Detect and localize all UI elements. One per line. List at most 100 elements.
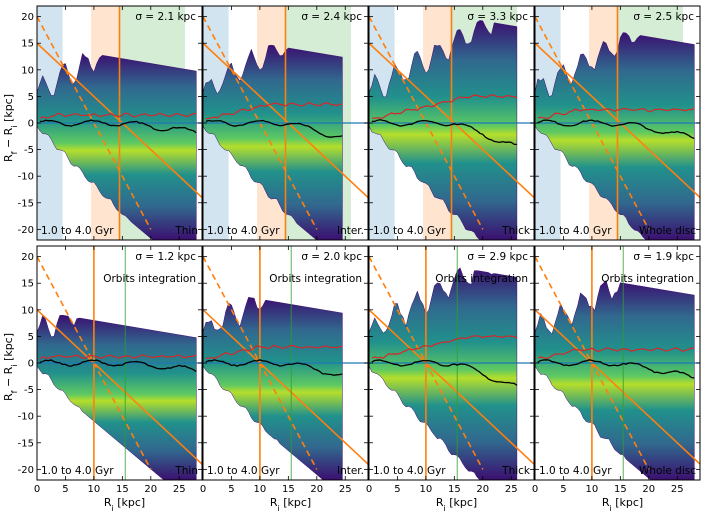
population-label: Inter. <box>337 465 364 477</box>
x-tick-label: 15 <box>614 484 627 495</box>
x-tick-label: 5 <box>394 484 400 495</box>
dispersion-curve <box>39 112 197 119</box>
population-label: Inter. <box>337 225 364 237</box>
sigma-label: σ = 2.4 kpc <box>301 11 362 23</box>
y-tick-label: -10 <box>18 412 34 423</box>
mean-curve <box>537 359 695 379</box>
x-axis-label: Ri [kpc] <box>436 496 477 513</box>
population-label: Whole disc <box>639 225 696 237</box>
panel-top-thin: -20 -15 -10 -5 0 5 10 15 20 σ = 2.1 kpc 1.0 to 4.0… <box>18 5 203 241</box>
sigma-label: σ = 2.1 kpc <box>135 11 196 23</box>
y-tick-label: -15 <box>18 198 34 209</box>
x-tick-label: 25 <box>505 484 518 495</box>
x-tick-label: 20 <box>310 484 323 495</box>
dispersion-curve <box>39 354 197 360</box>
x-tick-label: 0 <box>200 484 206 495</box>
y-tick-label: -20 <box>18 465 34 476</box>
x-tick-label: 20 <box>642 484 655 495</box>
sigma-label: σ = 2.0 kpc <box>301 251 362 263</box>
dispersion-curve <box>205 101 343 120</box>
age-range-label: 1.0 to 4.0 Gyr <box>41 225 114 237</box>
x-tick-label: 5 <box>228 484 234 495</box>
mean-curve <box>371 359 518 386</box>
x-tick-label: 10 <box>420 484 433 495</box>
panel-bottom-inter-: 0 5 10 15 20 25 σ = 2.0 kpc 1.0 to 4.0 Gyr Inter… <box>200 245 369 513</box>
x-tick-label: 5 <box>560 484 566 495</box>
population-label: Whole disc <box>639 465 696 477</box>
bound-line-solid <box>369 309 534 465</box>
y-tick-label: -20 <box>18 225 34 236</box>
dispersion-curve <box>371 334 518 359</box>
mean-curve <box>205 119 343 138</box>
y-tick-label: 15 <box>21 39 34 50</box>
x-tick-label: 0 <box>34 484 40 495</box>
panel-top-thick: σ = 3.3 kpc 1.0 to 4.0 Gyr Thick <box>368 5 535 241</box>
y-tick-label: 0 <box>28 359 34 370</box>
dispersion-curve <box>537 107 695 119</box>
y-axis-label-bottom: Rf − Ri [kpc] <box>2 333 19 401</box>
sigma-label: σ = 2.5 kpc <box>633 11 694 23</box>
density-map <box>369 20 518 240</box>
panel-bottom-thick: 0 5 10 15 20 25 σ = 2.9 kpc 1.0 to 4.0 Gyr Thick… <box>366 245 535 513</box>
population-label: Thick <box>501 465 531 477</box>
x-tick-label: 25 <box>671 484 684 495</box>
mean-curve <box>371 119 517 146</box>
density-map <box>535 32 695 240</box>
x-tick-label: 10 <box>254 484 267 495</box>
sigma-label: σ = 1.9 kpc <box>633 251 694 263</box>
sigma-label: σ = 1.2 kpc <box>135 251 196 263</box>
y-tick-label: 10 <box>21 305 34 316</box>
population-label: Thin <box>174 225 198 237</box>
y-tick-label: 5 <box>28 332 34 343</box>
density-map <box>369 267 518 480</box>
density-map <box>535 279 695 480</box>
dispersion-curve <box>371 94 518 119</box>
panel-bottom-thin: -20 -15 -10 -5 0 5 10 15 20 0 5 10 15 20 25 σ = 1.2 kpc… <box>18 245 203 513</box>
x-tick-label: 15 <box>282 484 295 495</box>
orbits-label: Orbits integration <box>269 273 362 285</box>
x-axis-label: Ri [kpc] <box>270 496 311 513</box>
age-range-label: 1.0 to 4.0 Gyr <box>373 465 446 477</box>
density-map <box>203 296 343 480</box>
y-tick-label: 20 <box>21 12 34 23</box>
mean-curve <box>39 119 197 134</box>
y-tick-label: 10 <box>21 65 34 76</box>
sigma-label: σ = 3.3 kpc <box>467 11 528 23</box>
age-range-label: 1.0 to 4.0 Gyr <box>539 225 612 237</box>
bound-line-solid <box>37 309 202 465</box>
dispersion-curve <box>205 344 343 359</box>
dispersion-curve <box>537 347 695 359</box>
age-range-label: 1.0 to 4.0 Gyr <box>41 465 114 477</box>
x-tick-label: 15 <box>448 484 461 495</box>
x-tick-label: 20 <box>476 484 489 495</box>
y-tick-label: 0 <box>28 119 34 130</box>
panel-top-inter-: σ = 2.4 kpc 1.0 to 4.0 Gyr Inter. <box>202 5 369 241</box>
y-tick-label: 15 <box>21 279 34 290</box>
age-range-label: 1.0 to 4.0 Gyr <box>539 465 612 477</box>
population-label: Thick <box>501 225 531 237</box>
x-tick-label: 25 <box>339 484 352 495</box>
x-tick-label: 10 <box>88 484 101 495</box>
density-map <box>203 44 343 240</box>
x-axis-label: Ri [kpc] <box>104 496 145 513</box>
age-range-label: 1.0 to 4.0 Gyr <box>373 225 446 237</box>
sigma-label: σ = 2.9 kpc <box>467 251 528 263</box>
density-map <box>37 314 197 480</box>
panel-bottom-whole-disc: 0 5 10 15 20 25 σ = 1.9 kpc 1.0 to 4.0 Gyr Whole… <box>532 245 701 513</box>
density-map <box>37 52 197 240</box>
x-tick-label: 15 <box>116 484 129 495</box>
y-axis-label-top: Rf − Ri [kpc] <box>2 94 19 162</box>
y-tick-label: -10 <box>18 172 34 183</box>
x-tick-label: 5 <box>62 484 68 495</box>
age-range-label: 1.0 to 4.0 Gyr <box>207 225 280 237</box>
panel-top-whole-disc: σ = 2.5 kpc 1.0 to 4.0 Gyr Whole disc <box>534 5 701 241</box>
y-tick-label: 5 <box>28 92 34 103</box>
x-axis-label: Ri [kpc] <box>602 496 643 513</box>
x-tick-label: 0 <box>366 484 372 495</box>
y-tick-label: -5 <box>24 145 34 156</box>
age-range-label: 1.0 to 4.0 Gyr <box>207 465 280 477</box>
y-tick-label: 20 <box>21 252 34 263</box>
bound-line-solid <box>203 309 368 465</box>
orbits-label: Orbits integration <box>435 273 528 285</box>
mean-curve <box>205 359 343 376</box>
